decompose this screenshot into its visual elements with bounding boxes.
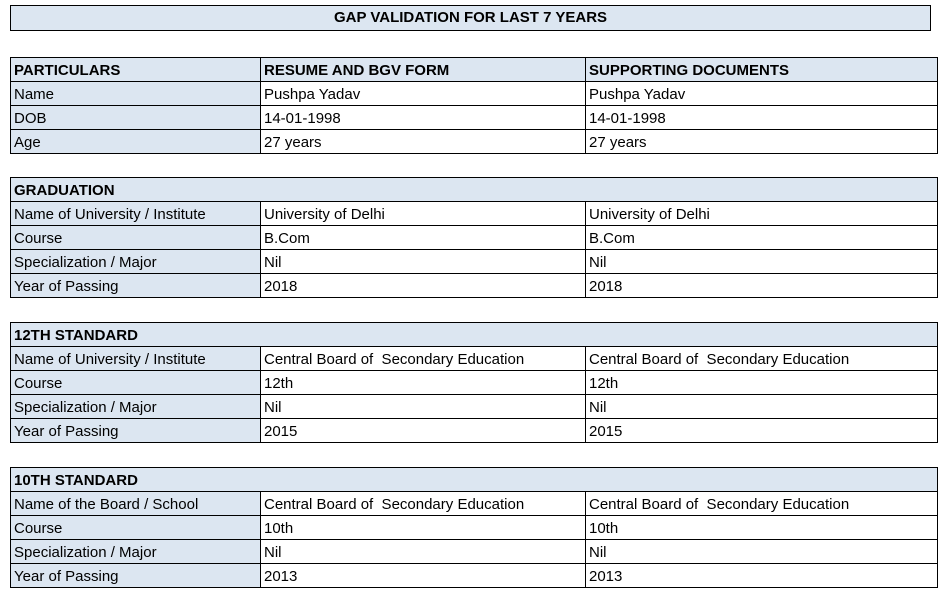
supporting-value-specialization: Nil [585, 249, 938, 274]
row-label-institute: Name of University / Institute [10, 201, 261, 226]
supporting-value-specialization: Nil [584, 394, 939, 419]
table-row-year: Year of Passing 2015 2015 [10, 418, 939, 443]
row-label-year: Year of Passing [10, 273, 261, 298]
supporting-value-course: 12th [584, 370, 939, 395]
resume-value-institute: University of Delhi [260, 201, 586, 226]
particulars-table: PARTICULARS RESUME AND BGV FORM SUPPORTI… [10, 57, 938, 154]
row-label-specialization: Specialization / Major [10, 249, 261, 274]
tenth-standard-table: 10TH STANDARD Name of the Board / School… [9, 467, 939, 588]
table-row-institute: Name of University / Institute Universit… [10, 201, 938, 226]
supporting-value-institute: Central Board of Secondary Education [584, 346, 939, 371]
resume-value-institute: Central Board of Secondary Education [260, 346, 586, 371]
row-label-institute: Name of University / Institute [10, 346, 261, 371]
table-row-course: Course B.Com B.Com [10, 225, 938, 250]
resume-value-dob: 14-01-1998 [260, 105, 586, 130]
supporting-value-board: Central Board of Secondary Education [584, 491, 939, 516]
twelfth-standard-table: 12TH STANDARD Name of University / Insti… [9, 322, 939, 443]
table-row-course: Course 10th 10th [10, 515, 939, 540]
resume-value-name: Pushpa Yadav [260, 81, 586, 106]
resume-value-specialization: Nil [260, 539, 586, 564]
resume-value-year: 2015 [260, 418, 586, 443]
supporting-value-course: B.Com [585, 225, 938, 250]
resume-value-year: 2018 [260, 273, 586, 298]
supporting-value-dob: 14-01-1998 [585, 105, 938, 130]
row-label-dob: DOB [10, 105, 261, 130]
section-heading-10th: 10TH STANDARD [9, 467, 939, 492]
table-row-name: Name Pushpa Yadav Pushpa Yadav [10, 81, 938, 106]
column-header-particulars: PARTICULARS [10, 57, 261, 82]
section-heading-12th: 12TH STANDARD [9, 322, 939, 347]
table-row-age: Age 27 years 27 years [10, 129, 938, 154]
supporting-value-institute: University of Delhi [585, 201, 938, 226]
resume-value-course: B.Com [260, 225, 586, 250]
supporting-value-course: 10th [584, 515, 939, 540]
resume-value-specialization: Nil [260, 249, 586, 274]
table-row-institute: Name of University / Institute Central B… [10, 346, 939, 371]
supporting-value-age: 27 years [585, 129, 938, 154]
row-label-name: Name [10, 81, 261, 106]
table-row-specialization: Specialization / Major Nil Nil [10, 539, 939, 564]
resume-value-course: 10th [260, 515, 586, 540]
row-label-specialization: Specialization / Major [10, 539, 261, 564]
row-label-age: Age [10, 129, 261, 154]
resume-value-age: 27 years [260, 129, 586, 154]
column-header-resume-bgv: RESUME AND BGV FORM [260, 57, 586, 82]
row-label-course: Course [10, 370, 261, 395]
supporting-value-year: 2018 [585, 273, 938, 298]
row-label-board: Name of the Board / School [10, 491, 261, 516]
supporting-value-name: Pushpa Yadav [585, 81, 938, 106]
supporting-value-year: 2013 [584, 563, 939, 588]
table-row-year: Year of Passing 2018 2018 [10, 273, 938, 298]
table-row-year: Year of Passing 2013 2013 [10, 563, 939, 588]
supporting-value-specialization: Nil [584, 539, 939, 564]
table-row-dob: DOB 14-01-1998 14-01-1998 [10, 105, 938, 130]
graduation-heading-row: GRADUATION [10, 177, 938, 202]
resume-value-course: 12th [260, 370, 586, 395]
resume-value-year: 2013 [260, 563, 586, 588]
resume-value-board: Central Board of Secondary Education [260, 491, 586, 516]
row-label-course: Course [10, 515, 261, 540]
row-label-course: Course [10, 225, 261, 250]
resume-value-specialization: Nil [260, 394, 586, 419]
row-label-year: Year of Passing [10, 418, 261, 443]
table-row-specialization: Specialization / Major Nil Nil [10, 394, 939, 419]
row-label-year: Year of Passing [10, 563, 261, 588]
table-row-board: Name of the Board / School Central Board… [10, 491, 939, 516]
twelfth-heading-row: 12TH STANDARD [9, 322, 939, 347]
supporting-value-year: 2015 [584, 418, 939, 443]
table-row-specialization: Specialization / Major Nil Nil [10, 249, 938, 274]
particulars-header-row: PARTICULARS RESUME AND BGV FORM SUPPORTI… [10, 57, 938, 82]
table-row-course: Course 12th 12th [10, 370, 939, 395]
document-title: GAP VALIDATION FOR LAST 7 YEARS [10, 5, 931, 31]
section-heading-graduation: GRADUATION [10, 177, 938, 202]
tenth-heading-row: 10TH STANDARD [9, 467, 939, 492]
column-header-supporting-docs: SUPPORTING DOCUMENTS [585, 57, 938, 82]
row-label-specialization: Specialization / Major [10, 394, 261, 419]
graduation-table: GRADUATION Name of University / Institut… [10, 177, 938, 298]
